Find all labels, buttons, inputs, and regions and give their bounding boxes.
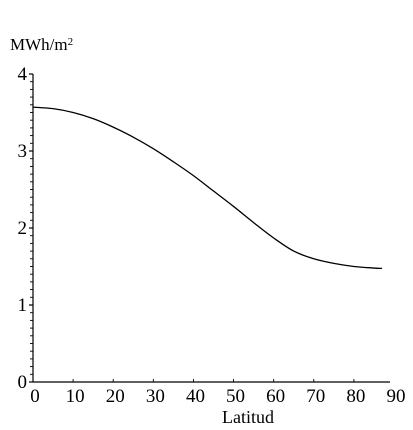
- x-tick-label: 40: [186, 386, 205, 407]
- y-tick-label: 1: [18, 295, 28, 316]
- ticks: [29, 73, 355, 383]
- axes: [32, 74, 390, 383]
- x-tick-label: 20: [106, 386, 125, 407]
- x-tick-label: 50: [226, 386, 245, 407]
- y-axis-label-main: MWh/m: [10, 35, 68, 54]
- x-tick-label: 30: [146, 386, 165, 407]
- y-tick-label: 3: [18, 141, 28, 162]
- x-tick-label: 0: [30, 386, 40, 407]
- series: [32, 106, 383, 270]
- x-tick-label: 90: [387, 386, 406, 407]
- x-tick-label: 10: [66, 386, 85, 407]
- x-tick-label: 60: [266, 386, 285, 407]
- x-axis-label: Latitud: [222, 407, 274, 427]
- y-axis-label: MWh/m2: [10, 35, 73, 54]
- y-tick-label: 0: [18, 372, 28, 393]
- y-tick-label: 2: [18, 218, 28, 239]
- series-line: [32, 106, 383, 270]
- x-tick-label: 70: [306, 386, 325, 407]
- x-tick-label: 80: [346, 386, 365, 407]
- y-tick-label: 4: [18, 64, 28, 85]
- y-axis-label-superscript: 2: [68, 36, 74, 48]
